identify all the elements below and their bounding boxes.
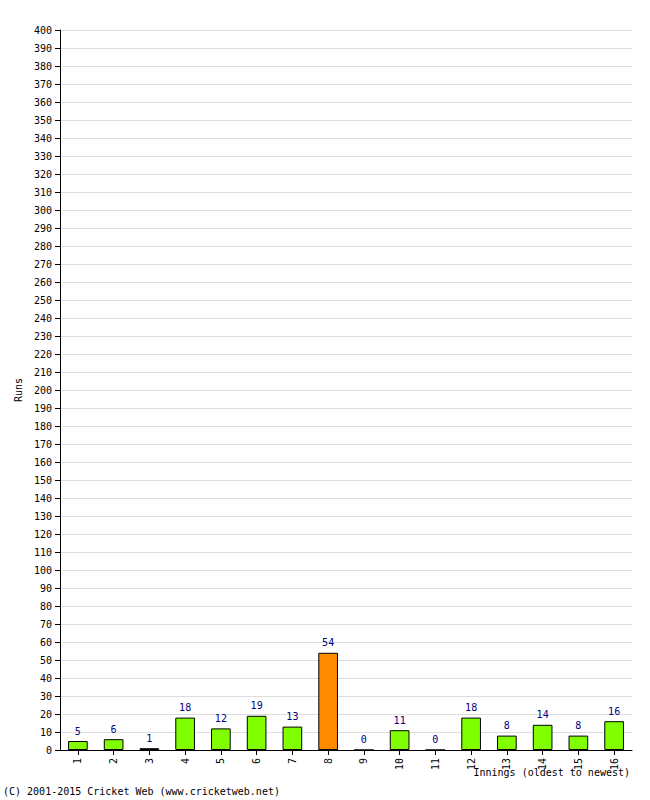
svg-text:14: 14 <box>537 758 548 770</box>
svg-text:210: 210 <box>34 367 52 378</box>
svg-text:30: 30 <box>40 691 52 702</box>
svg-text:13: 13 <box>501 758 512 770</box>
svg-text:0: 0 <box>361 734 367 745</box>
svg-text:1: 1 <box>72 758 83 764</box>
svg-text:5: 5 <box>215 758 226 764</box>
svg-text:2: 2 <box>108 758 119 764</box>
svg-text:100: 100 <box>34 565 52 576</box>
svg-text:80: 80 <box>40 601 52 612</box>
svg-text:10: 10 <box>40 727 52 738</box>
svg-text:8: 8 <box>323 758 334 764</box>
svg-text:18: 18 <box>179 702 191 713</box>
svg-text:90: 90 <box>40 583 52 594</box>
svg-text:120: 120 <box>34 529 52 540</box>
svg-text:170: 170 <box>34 439 52 450</box>
svg-text:200: 200 <box>34 385 52 396</box>
svg-text:16: 16 <box>608 706 620 717</box>
svg-text:7: 7 <box>287 758 298 764</box>
svg-text:19: 19 <box>251 700 263 711</box>
svg-text:0: 0 <box>46 745 52 756</box>
svg-text:6: 6 <box>251 758 262 764</box>
svg-text:220: 220 <box>34 349 52 360</box>
svg-text:150: 150 <box>34 475 52 486</box>
svg-text:50: 50 <box>40 655 52 666</box>
svg-text:(C) 2001-2015 Cricket Web (www: (C) 2001-2015 Cricket Web (www.cricketwe… <box>3 786 280 797</box>
svg-text:20: 20 <box>40 709 52 720</box>
svg-text:140: 140 <box>34 493 52 504</box>
svg-text:11: 11 <box>430 758 441 770</box>
svg-text:110: 110 <box>34 547 52 558</box>
svg-text:11: 11 <box>394 715 406 726</box>
svg-text:8: 8 <box>575 720 581 731</box>
svg-text:Runs: Runs <box>13 378 24 402</box>
svg-text:340: 340 <box>34 133 52 144</box>
svg-text:350: 350 <box>34 115 52 126</box>
svg-text:400: 400 <box>34 25 52 36</box>
svg-text:330: 330 <box>34 151 52 162</box>
svg-text:270: 270 <box>34 259 52 270</box>
svg-text:380: 380 <box>34 61 52 72</box>
svg-text:230: 230 <box>34 331 52 342</box>
svg-text:40: 40 <box>40 673 52 684</box>
svg-text:54: 54 <box>322 637 334 648</box>
svg-text:70: 70 <box>40 619 52 630</box>
svg-text:250: 250 <box>34 295 52 306</box>
svg-text:260: 260 <box>34 277 52 288</box>
svg-text:280: 280 <box>34 241 52 252</box>
svg-text:Innings (oldest to newest): Innings (oldest to newest) <box>473 767 630 778</box>
svg-text:370: 370 <box>34 79 52 90</box>
svg-text:16: 16 <box>609 758 620 770</box>
svg-text:12: 12 <box>215 713 227 724</box>
svg-text:320: 320 <box>34 169 52 180</box>
svg-text:310: 310 <box>34 187 52 198</box>
svg-text:360: 360 <box>34 97 52 108</box>
svg-text:300: 300 <box>34 205 52 216</box>
svg-text:160: 160 <box>34 457 52 468</box>
svg-text:9: 9 <box>358 758 369 764</box>
svg-text:10: 10 <box>394 758 405 770</box>
svg-text:4: 4 <box>180 758 191 764</box>
svg-text:14: 14 <box>537 709 549 720</box>
svg-text:3: 3 <box>144 758 155 764</box>
svg-text:13: 13 <box>286 711 298 722</box>
svg-text:6: 6 <box>111 724 117 735</box>
svg-text:130: 130 <box>34 511 52 522</box>
svg-text:12: 12 <box>466 758 477 770</box>
svg-text:1: 1 <box>146 733 152 744</box>
svg-text:60: 60 <box>40 637 52 648</box>
svg-text:0: 0 <box>432 734 438 745</box>
svg-text:8: 8 <box>504 720 510 731</box>
svg-text:290: 290 <box>34 223 52 234</box>
svg-text:18: 18 <box>465 702 477 713</box>
svg-text:5: 5 <box>75 726 81 737</box>
svg-text:190: 190 <box>34 403 52 414</box>
svg-text:390: 390 <box>34 43 52 54</box>
svg-text:240: 240 <box>34 313 52 324</box>
svg-text:180: 180 <box>34 421 52 432</box>
svg-text:15: 15 <box>573 758 584 770</box>
